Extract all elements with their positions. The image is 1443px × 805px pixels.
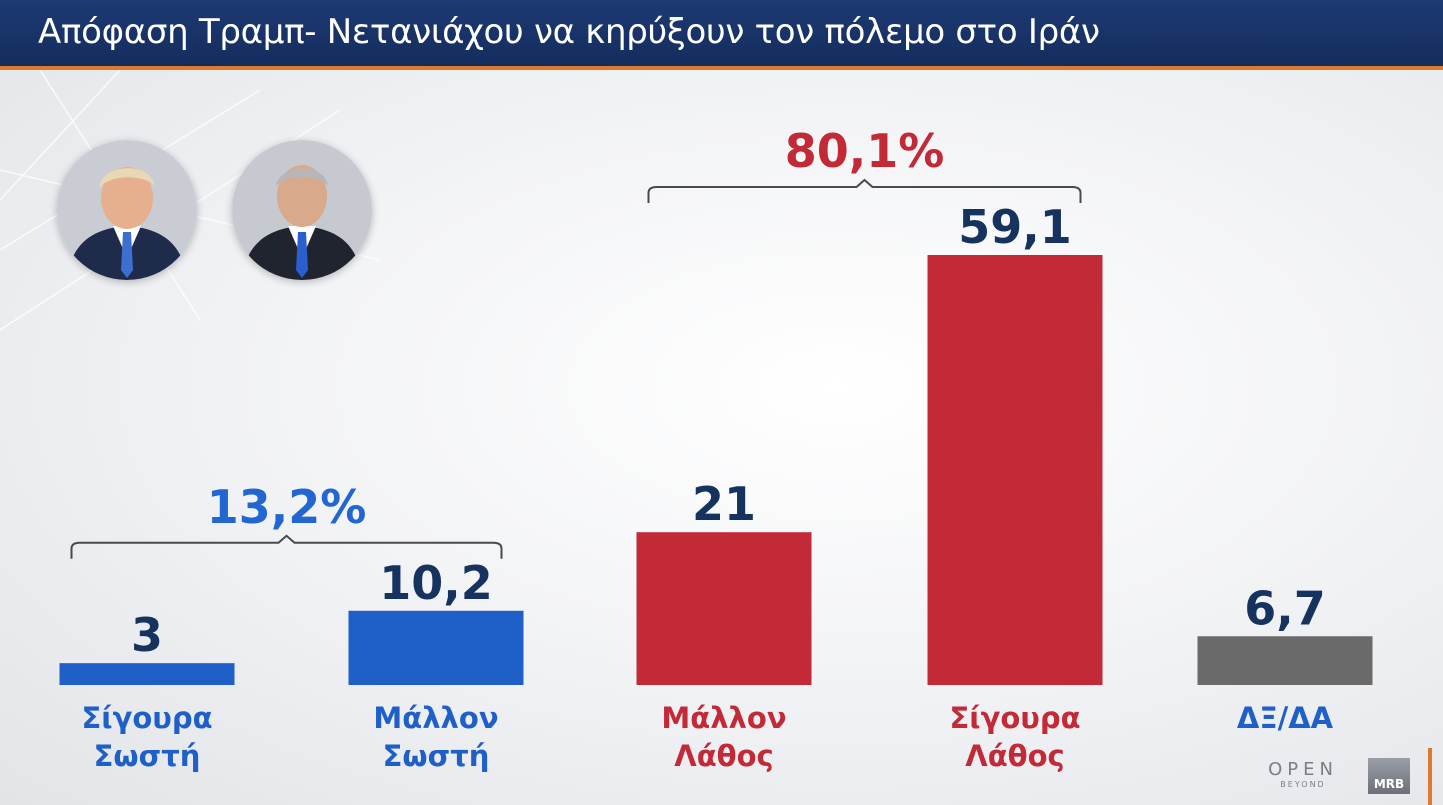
person-portrait-icon xyxy=(232,140,372,280)
category-label-line: Μάλλον xyxy=(373,701,498,735)
bar-value-label: 21 xyxy=(692,477,756,531)
group-total-label: 13,2% xyxy=(207,480,367,534)
bar xyxy=(1197,636,1373,685)
page-title: Απόφαση Τραμπ- Νετανιάχου να κηρύξουν το… xyxy=(38,12,1100,52)
person-portrait-icon xyxy=(57,140,197,280)
category-label: ΔΞ/ΔΑ xyxy=(1237,701,1334,735)
open-logo-text: OPEN xyxy=(1268,759,1338,780)
category-label: Μάλλον Σωστή xyxy=(373,701,498,773)
bar-value-label: 3 xyxy=(131,608,163,662)
open-logo-subtext: BEYOND xyxy=(1280,780,1326,789)
mrb-logo-text: MRB xyxy=(1373,777,1405,791)
category-label-line: Σωστή xyxy=(94,739,201,773)
group-bracket xyxy=(70,534,503,559)
category-label: Μάλλον Λάθος xyxy=(661,701,786,773)
bar xyxy=(59,663,235,685)
category-label-line: Σωστή xyxy=(383,739,490,773)
bar xyxy=(927,255,1103,685)
mrb-logo: MRB xyxy=(1368,758,1410,794)
bar-value-label: 6,7 xyxy=(1244,581,1326,635)
category-label-line: Λάθος xyxy=(965,739,1064,773)
bar xyxy=(348,610,524,685)
bar-value-label: 59,1 xyxy=(958,200,1072,254)
category-label-line: Σίγουρα xyxy=(81,701,212,735)
category-label-line: Σίγουρα xyxy=(949,701,1080,735)
open-beyond-logo: OPEN BEYOND xyxy=(1262,760,1344,790)
group-total-label: 80,1% xyxy=(785,124,945,178)
bar xyxy=(636,532,812,685)
category-label-line: Λάθος xyxy=(674,739,773,773)
header-bar: Απόφαση Τραμπ- Νετανιάχου να κηρύξουν το… xyxy=(0,0,1443,70)
group-bracket xyxy=(647,178,1082,203)
accent-line xyxy=(1428,748,1432,805)
category-label: Σίγουρα Λάθος xyxy=(949,701,1080,773)
category-label: Σίγουρα Σωστή xyxy=(81,701,212,773)
bar-value-label: 10,2 xyxy=(379,556,493,610)
category-label-line: Μάλλον xyxy=(661,701,786,735)
category-label-line: ΔΞ/ΔΑ xyxy=(1237,701,1334,735)
